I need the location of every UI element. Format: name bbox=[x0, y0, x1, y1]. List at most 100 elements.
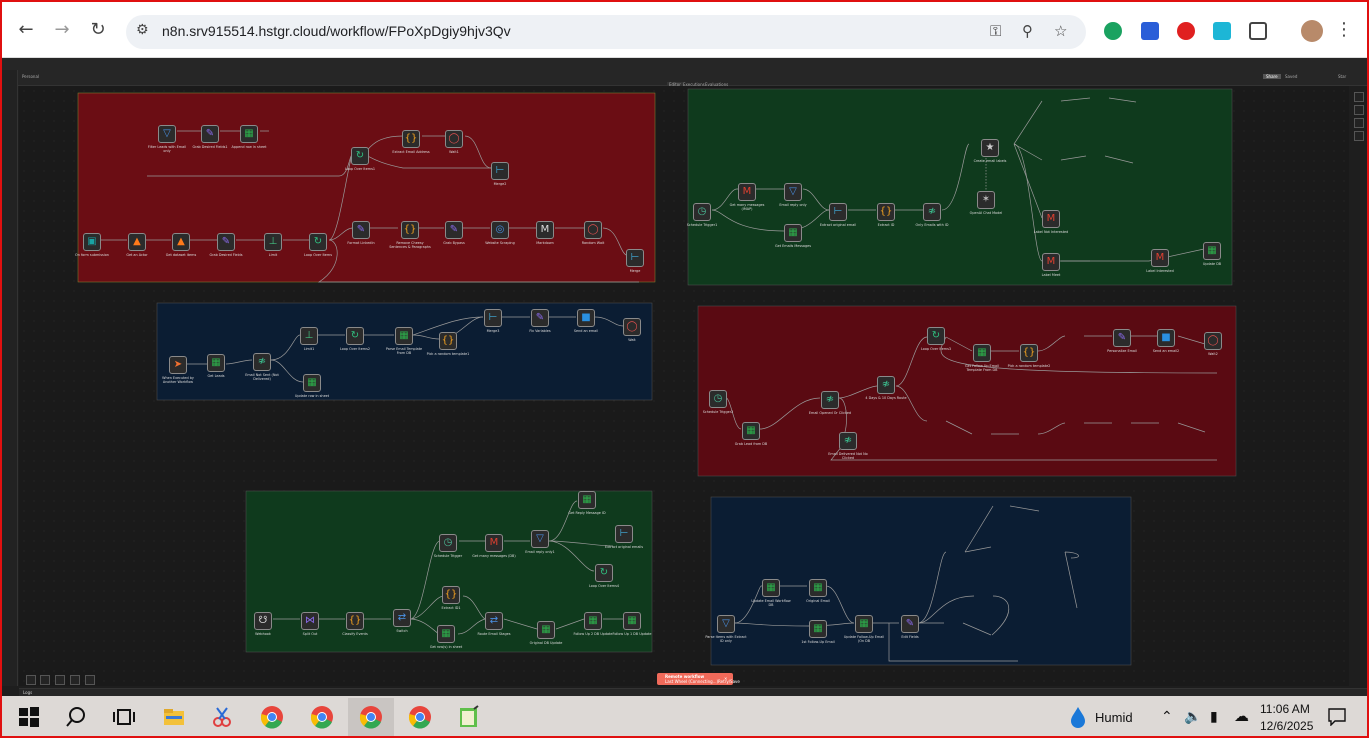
zoom-icon[interactable]: ⚲ bbox=[1022, 22, 1033, 40]
workflow-node[interactable]: ⊢ bbox=[484, 309, 502, 327]
workflow-node[interactable]: ➤ bbox=[169, 356, 187, 374]
url-text[interactable]: n8n.srv915514.hstgr.cloud/workflow/FPoXp… bbox=[162, 23, 511, 39]
workflow-node[interactable]: ↻ bbox=[595, 564, 613, 582]
workflow-node[interactable]: ▦ bbox=[437, 625, 455, 643]
clock-time[interactable]: 11:06 AM bbox=[1260, 702, 1310, 716]
workflow-node[interactable]: ▦ bbox=[784, 224, 802, 242]
workflow-node[interactable]: ⊢ bbox=[615, 525, 633, 543]
workflow-node[interactable]: ✎ bbox=[901, 615, 919, 633]
workflow-node[interactable]: ▽ bbox=[158, 125, 176, 143]
reset-zoom-button[interactable] bbox=[1354, 131, 1364, 141]
workflow-node[interactable]: ▽ bbox=[531, 530, 549, 548]
workflow-node[interactable]: ▦ bbox=[395, 327, 413, 345]
file-explorer-icon[interactable] bbox=[162, 705, 186, 729]
workflow-node[interactable]: ≉ bbox=[877, 376, 895, 394]
task-view-icon[interactable] bbox=[112, 705, 136, 729]
workflow-node[interactable]: ▦ bbox=[809, 579, 827, 597]
workflow-node[interactable]: ▦ bbox=[973, 344, 991, 362]
workflow-node[interactable]: ≉ bbox=[839, 432, 857, 450]
workflow-node[interactable]: {} bbox=[346, 612, 364, 630]
workflow-node[interactable]: ☋ bbox=[254, 612, 272, 630]
reload-icon[interactable]: ↻ bbox=[90, 19, 106, 40]
logs-panel[interactable]: Logs bbox=[19, 688, 1367, 696]
key-icon[interactable]: ⚿ bbox=[990, 22, 1002, 40]
workflow-node[interactable]: ▦ bbox=[855, 615, 873, 633]
workflow-node[interactable]: ▽ bbox=[717, 615, 735, 633]
weather-label[interactable]: Humid bbox=[1095, 710, 1133, 725]
workflow-node[interactable]: ⋈ bbox=[301, 612, 319, 630]
workflow-node[interactable]: {} bbox=[402, 130, 420, 148]
workflow-node[interactable]: ✎ bbox=[201, 125, 219, 143]
speaker-icon[interactable]: 🔈 bbox=[1184, 708, 1202, 724]
workflow-node[interactable]: ≉ bbox=[253, 353, 271, 371]
workflow-node[interactable]: ▲ bbox=[128, 233, 146, 251]
workflow-node[interactable]: {} bbox=[1020, 344, 1038, 362]
workflow-node[interactable]: {} bbox=[877, 203, 895, 221]
workflow-node[interactable]: ◷ bbox=[439, 534, 457, 552]
workflow-node[interactable]: ◯ bbox=[445, 130, 463, 148]
workflow-node[interactable]: ✎ bbox=[531, 309, 549, 327]
chrome-profile-2-icon[interactable] bbox=[310, 705, 334, 729]
chevron-up-icon[interactable]: ⌃ bbox=[1161, 708, 1173, 724]
workflow-node[interactable]: ≉ bbox=[923, 203, 941, 221]
workflow-node[interactable]: ⊢ bbox=[626, 249, 644, 267]
workflow-node[interactable]: ⊢ bbox=[491, 162, 509, 180]
workflow-node[interactable]: M bbox=[1042, 210, 1060, 228]
workflow-node[interactable]: ▦ bbox=[809, 620, 827, 638]
workflow-node[interactable]: ★ bbox=[981, 139, 999, 157]
workflow-node[interactable]: ▦ bbox=[537, 621, 555, 639]
workflow-node[interactable]: ▣ bbox=[83, 233, 101, 251]
battery-icon[interactable]: ▮ bbox=[1210, 708, 1218, 724]
extension-grammarly-icon[interactable] bbox=[1104, 22, 1122, 40]
workflow-canvas[interactable] bbox=[19, 86, 1349, 686]
workflow-node[interactable]: ◯ bbox=[1204, 332, 1222, 350]
clock-date[interactable]: 12/6/2025 bbox=[1260, 719, 1314, 733]
workflow-node[interactable]: ▦ bbox=[623, 612, 641, 630]
windows-start-icon[interactable] bbox=[17, 705, 41, 729]
workflow-node[interactable]: {} bbox=[439, 332, 457, 350]
tidy-button[interactable] bbox=[85, 675, 95, 685]
snipping-tool-icon[interactable] bbox=[210, 705, 234, 729]
tab-editor[interactable]: Editor bbox=[667, 82, 683, 87]
search-icon[interactable] bbox=[64, 705, 88, 729]
star-button[interactable]: Star bbox=[1338, 74, 1347, 79]
workflow-node[interactable]: M bbox=[1151, 249, 1169, 267]
workflow-node[interactable]: ◯ bbox=[584, 221, 602, 239]
back-icon[interactable]: ← bbox=[18, 19, 34, 40]
share-button[interactable]: Share bbox=[1263, 74, 1281, 79]
chrome-profile-3-icon[interactable] bbox=[408, 705, 432, 729]
workflow-node[interactable]: M bbox=[485, 534, 503, 552]
workflow-node[interactable]: ≉ bbox=[821, 391, 839, 409]
workflow-node[interactable]: ▽ bbox=[784, 183, 802, 201]
breadcrumb-personal[interactable]: Personal bbox=[22, 74, 40, 79]
zoom-in-bottom-button[interactable] bbox=[40, 675, 50, 685]
workflow-node[interactable]: ✎ bbox=[445, 221, 463, 239]
chrome-profile-1-icon[interactable] bbox=[260, 705, 284, 729]
workflow-node[interactable]: ▦ bbox=[207, 354, 225, 372]
workflow-node[interactable]: ⊥ bbox=[300, 327, 318, 345]
extension-record-icon[interactable] bbox=[1177, 22, 1195, 40]
workflow-node[interactable]: ▲ bbox=[172, 233, 190, 251]
workflow-node[interactable]: ⊢ bbox=[829, 203, 847, 221]
extension-snowflake-icon[interactable] bbox=[1141, 22, 1159, 40]
workflow-node[interactable]: {} bbox=[442, 586, 460, 604]
workflow-node[interactable]: ↻ bbox=[309, 233, 327, 251]
workflow-node[interactable]: ✎ bbox=[352, 221, 370, 239]
notepad-icon[interactable] bbox=[457, 705, 481, 729]
notification-toast[interactable]: Remote workflow Last Wheel (Connecting..… bbox=[657, 673, 740, 685]
menu-kebab-icon[interactable]: ⋮ bbox=[1335, 19, 1353, 40]
workflow-node[interactable]: ▦ bbox=[762, 579, 780, 597]
workflow-node[interactable]: ▦ bbox=[240, 125, 258, 143]
fit-view-button[interactable] bbox=[1354, 118, 1364, 128]
workflow-node[interactable]: ▦ bbox=[584, 612, 602, 630]
workflow-node[interactable]: M bbox=[536, 221, 554, 239]
reset-bottom-button[interactable] bbox=[70, 675, 80, 685]
address-bar[interactable]: ⚙ n8n.srv915514.hstgr.cloud/workflow/FPo… bbox=[126, 15, 1086, 49]
zoom-fit-button[interactable] bbox=[26, 675, 36, 685]
workflow-node[interactable]: ■ bbox=[1157, 329, 1175, 347]
workflow-node[interactable]: ↻ bbox=[927, 327, 945, 345]
workflow-node[interactable]: ◎ bbox=[491, 221, 509, 239]
extensions-puzzle-icon[interactable] bbox=[1249, 22, 1267, 40]
workflow-node[interactable]: ⇄ bbox=[485, 612, 503, 630]
workflow-node[interactable]: ✎ bbox=[217, 233, 235, 251]
